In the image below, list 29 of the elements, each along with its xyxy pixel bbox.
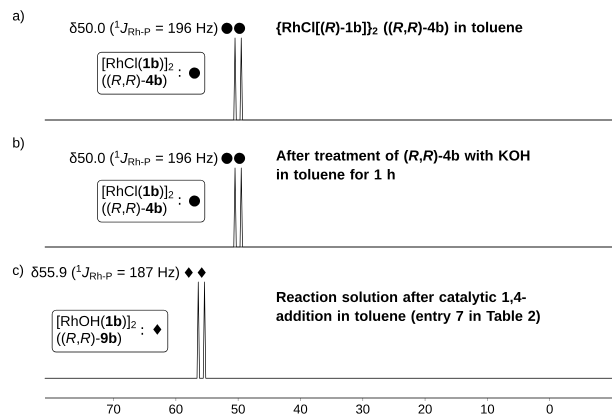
- x-tick-label: 70: [107, 404, 120, 414]
- annotation: [RhOH(1b)]$_{2}$: [57, 316, 136, 330]
- annotation: ((R,R)-4b): [102, 202, 166, 216]
- annotation: : ●: [178, 195, 200, 206]
- text: ●●: [221, 22, 246, 34]
- annotation: : ♦: [142, 324, 162, 335]
- x-tick-label: 0: [546, 404, 553, 414]
- text: Reaction solution after catalytic 1,4-addition in toluene (entry 7 in Table 2): [276, 291, 540, 324]
- x-tick-label: 10: [481, 404, 494, 414]
- text: δ55.9 ($^{1}$J$_{Rh-P}$ = 187 Hz): [31, 264, 179, 280]
- text: ●●: [221, 152, 246, 164]
- chart-title: {RhCl[(R)-1b]}$_{2}$ ((R,R)-4b) in toluene: [276, 22, 522, 36]
- text: δ50.0 ($^{1}$J$_{Rh-P}$ = 196 Hz): [70, 20, 218, 36]
- chart-title: After treatment of (R,R)-4b with KOH in toluene for 1 h: [276, 150, 530, 180]
- text: a): [12, 10, 24, 24]
- annotation: ((R,R)-4b): [102, 74, 166, 88]
- annotation: ((R,R)-9b): [57, 332, 122, 346]
- x-tick-label: 20: [418, 404, 432, 414]
- x-tick-label: 40: [294, 404, 308, 414]
- text: b): [13, 137, 24, 150]
- text: ♦♦: [184, 267, 206, 278]
- x-tick-label: 30: [356, 404, 370, 414]
- annotation: : ●: [178, 68, 200, 79]
- annotation: [RhCl(1b)]$_{2}$: [102, 186, 174, 200]
- text: δ50.0 ($^{1}$J$_{Rh-P}$ = 196 Hz): [70, 150, 218, 166]
- x-tick-label: 60: [169, 404, 183, 414]
- text: c): [12, 264, 24, 278]
- x-tick-label: 50: [231, 404, 245, 414]
- annotation: [RhCl(1b)]$_{2}$: [102, 58, 174, 72]
